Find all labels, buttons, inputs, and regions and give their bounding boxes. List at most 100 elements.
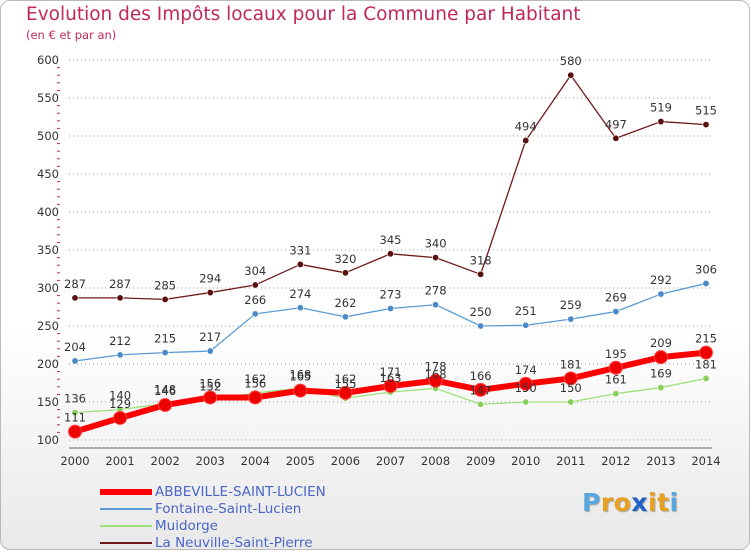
series-layer	[68, 71, 713, 439]
data-point	[296, 304, 304, 312]
data-point	[608, 360, 623, 375]
data-label: 494	[515, 120, 537, 134]
logo-letter: o	[613, 488, 632, 517]
logo-letter: i	[648, 488, 658, 517]
data-label: 168	[425, 367, 447, 381]
data-label: 269	[605, 291, 627, 305]
data-label: 169	[650, 367, 672, 381]
data-label: 156	[244, 376, 266, 390]
data-label: 150	[560, 381, 582, 395]
axis-layer: 100 150 200 250 300 350 400 450 500 550 600 2000 200…	[37, 53, 721, 468]
data-label: 171	[380, 365, 402, 379]
data-label: 294	[199, 272, 221, 286]
data-point	[341, 269, 349, 277]
data-point	[71, 409, 79, 417]
data-point	[71, 357, 79, 365]
data-point	[251, 310, 259, 318]
legend-swatch	[100, 508, 152, 510]
data-point	[522, 398, 530, 406]
data-label: 318	[470, 253, 492, 267]
data-point	[338, 385, 353, 400]
x-tick-label: 2004	[241, 454, 270, 468]
data-label: 266	[244, 293, 266, 307]
data-label: 515	[695, 104, 717, 118]
data-point	[612, 390, 620, 398]
y-tick-label: 600	[37, 53, 59, 67]
data-label: 181	[695, 357, 717, 371]
data-point	[71, 294, 79, 302]
chart-subtitle: (en € et par an)	[26, 28, 117, 42]
x-tick-label: 2008	[421, 454, 450, 468]
data-point	[116, 294, 124, 302]
data-point	[657, 290, 665, 298]
data-label: 166	[470, 369, 492, 383]
data-label: 215	[154, 332, 176, 346]
data-label: 320	[334, 252, 356, 266]
data-point	[206, 289, 214, 297]
x-tick-label: 2002	[151, 454, 180, 468]
data-label-layer: 287 287 285 294 304 331 320 345 340 318 494 580 497 5…	[64, 54, 717, 424]
legend-label: ABBEVILLE-SAINT-LUCIEN	[155, 484, 326, 500]
data-label: 262	[334, 296, 356, 310]
legend-label: Fontaine-Saint-Lucien	[155, 501, 302, 517]
y-tick-label: 500	[37, 129, 59, 143]
data-label: 340	[425, 237, 447, 251]
data-label: 250	[470, 305, 492, 319]
data-point	[386, 305, 394, 313]
data-point	[518, 376, 533, 391]
data-point	[251, 281, 259, 289]
data-point	[477, 270, 485, 278]
data-point	[612, 308, 620, 316]
x-tick-label: 2003	[196, 454, 225, 468]
data-point	[206, 347, 214, 355]
data-label: 162	[334, 372, 356, 386]
data-label: 136	[64, 392, 86, 406]
x-tick-label: 2005	[286, 454, 315, 468]
data-label: 150	[515, 381, 537, 395]
data-point	[522, 321, 530, 329]
data-point	[161, 295, 169, 303]
data-label: 519	[650, 101, 672, 115]
legend-swatch	[100, 489, 152, 495]
data-label: 165	[289, 370, 311, 384]
data-point	[293, 383, 308, 398]
y-tick-label: 150	[37, 395, 59, 409]
data-point	[702, 374, 710, 382]
data-point	[383, 379, 398, 394]
data-point	[161, 349, 169, 357]
data-label: 204	[64, 340, 86, 354]
data-label: 146	[154, 384, 176, 398]
logo-letter: i	[669, 488, 679, 517]
data-label: 287	[109, 277, 131, 291]
data-point	[477, 400, 485, 408]
legend-label: La Neuville-Saint-Pierre	[155, 535, 313, 551]
data-label: 181	[560, 357, 582, 371]
data-point	[567, 315, 575, 323]
x-tick-label: 2000	[60, 454, 89, 468]
data-label: 273	[380, 288, 402, 302]
data-point	[432, 301, 440, 309]
data-label: 212	[109, 334, 131, 348]
data-label: 156	[199, 376, 221, 390]
logo-letter: P	[582, 488, 601, 517]
x-tick-label: 2010	[511, 454, 540, 468]
y-tick-label: 300	[37, 281, 59, 295]
line-chart: 100 150 200 250 300 350 400 450 500 550 600 2000 200…	[37, 53, 721, 468]
data-point	[341, 313, 349, 321]
data-label: 163	[380, 371, 402, 385]
data-label: 152	[199, 379, 221, 393]
legend-label: Muidorge	[155, 518, 218, 534]
data-label: 148	[154, 383, 176, 397]
x-tick-label: 2014	[691, 454, 720, 468]
data-point	[702, 279, 710, 287]
x-tick-label: 2013	[646, 454, 675, 468]
data-point	[113, 410, 128, 425]
data-point	[657, 384, 665, 392]
proxiti-logo: Proxiti	[582, 488, 679, 517]
logo-letter: x	[631, 488, 648, 517]
data-label: 129	[109, 397, 131, 411]
chart-title: Evolution des Impôts locaux pour la Comm…	[26, 4, 581, 25]
data-point	[473, 382, 488, 397]
data-label: 287	[64, 277, 86, 291]
